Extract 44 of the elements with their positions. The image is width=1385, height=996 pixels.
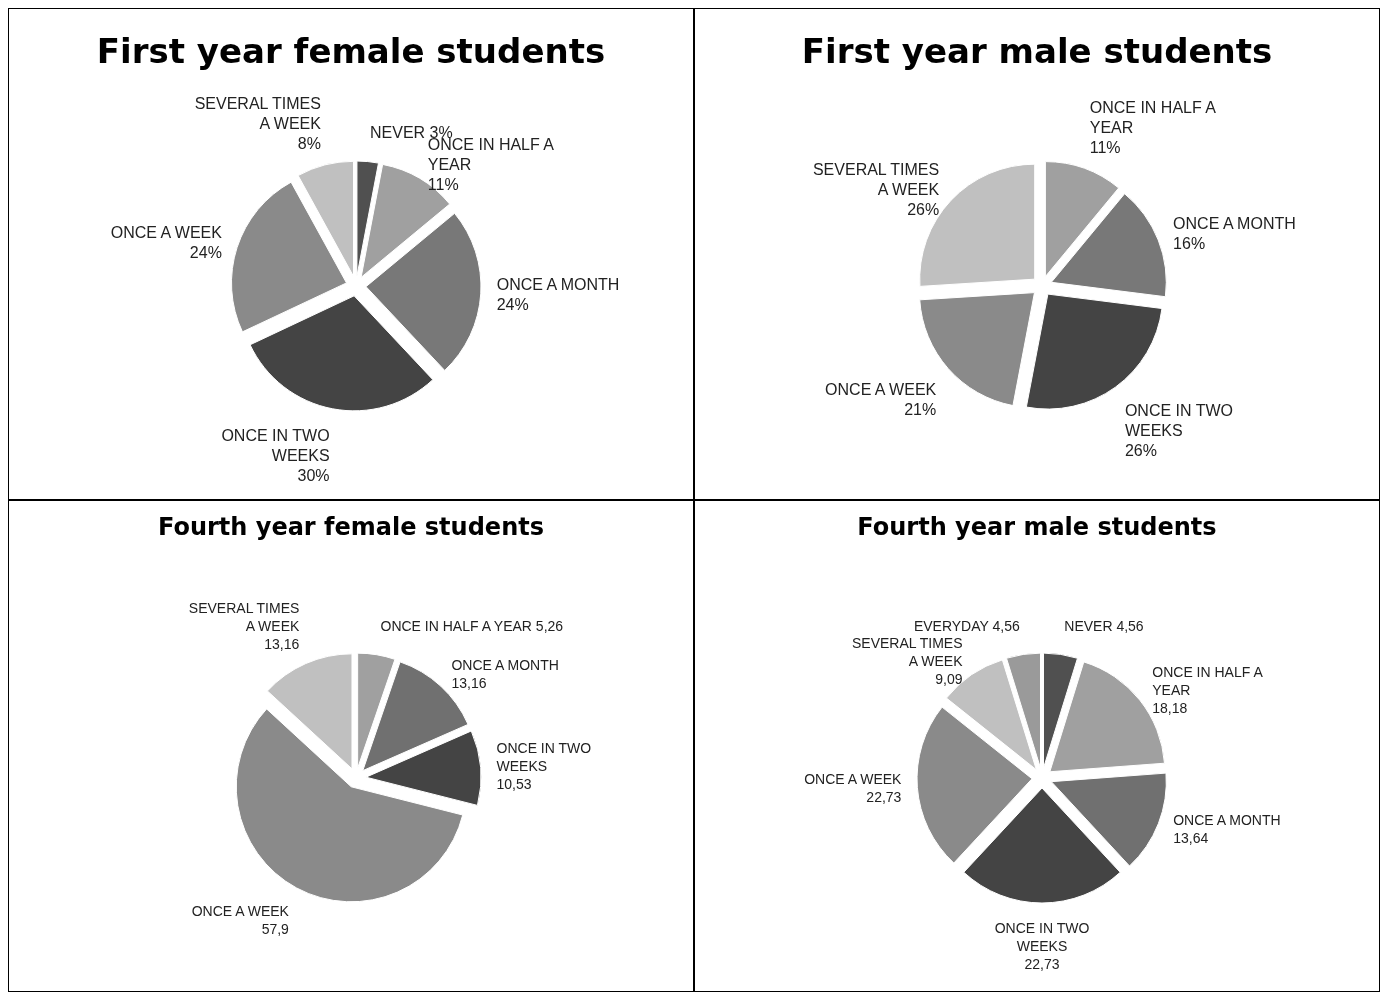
slice-label: ONCE IN TWO WEEKS [1124,402,1234,440]
slice-label: ONCE IN HALF A YEAR [1089,99,1217,137]
data-label: 24% [496,296,529,314]
chart-title: Fourth year female students [157,513,545,541]
slice-label: ONCE IN TWO WEEKS [994,920,1090,954]
data-label: 10,53 [496,776,532,793]
chart-title: First year female students [95,31,607,71]
slice-label: SEVERAL TIMES A WEEK [194,95,322,133]
data-label: 21% [904,401,937,419]
data-label: 18,18 [1152,699,1188,716]
data-label: 30% [297,466,330,484]
slice-label: ONCE A MONTH [1173,215,1296,233]
data-label: 9,09 [935,671,963,688]
slice-label: SEVERAL TIMES A WEEK [852,635,964,670]
slice-label: ONCE A MONTH [496,276,620,294]
slice-label: ONCE A WEEK [804,771,903,788]
data-label: 13,16 [264,635,300,652]
slice-label: ONCE IN TWO WEEKS [221,426,330,464]
slice-label: ONCE A MONTH [1173,812,1281,829]
data-label: 11% [427,175,459,193]
data-label: 57,9 [261,921,290,938]
data-label: 26% [907,200,940,218]
data-label: 22,73 [866,789,902,806]
data-label: 24% [189,243,222,261]
slice-label: ONCE A WEEK [191,903,290,920]
slice-label: NEVER 4,56 [1064,617,1144,634]
slice-label: ONCE IN HALF A YEAR [1152,663,1264,698]
slice-label: SEVERAL TIMES A WEEK [188,599,301,634]
data-label: 26% [1124,442,1157,460]
slice-label: ONCE A MONTH [451,656,559,673]
data-label: 8% [297,135,321,153]
data-label: 22,73 [1024,956,1060,972]
data-label: 13,64 [1173,830,1209,847]
chart-title: Fourth year male students [856,513,1218,541]
slice-label: ONCE A WEEK [825,381,937,399]
data-label: 13,16 [451,674,487,691]
data-label: 11% [1089,139,1121,157]
slice-label: EVERYDAY 4,56 [913,617,1020,634]
chart-title: First year male students [800,31,1274,71]
slice-label: SEVERAL TIMES A WEEK [812,160,940,198]
slice-label: ONCE IN HALF A YEAR 5,26 [380,618,564,635]
slice-label: ONCE IN TWO WEEKS [496,740,592,775]
slice-label: ONCE A WEEK [110,223,223,241]
data-label: 16% [1173,235,1206,253]
